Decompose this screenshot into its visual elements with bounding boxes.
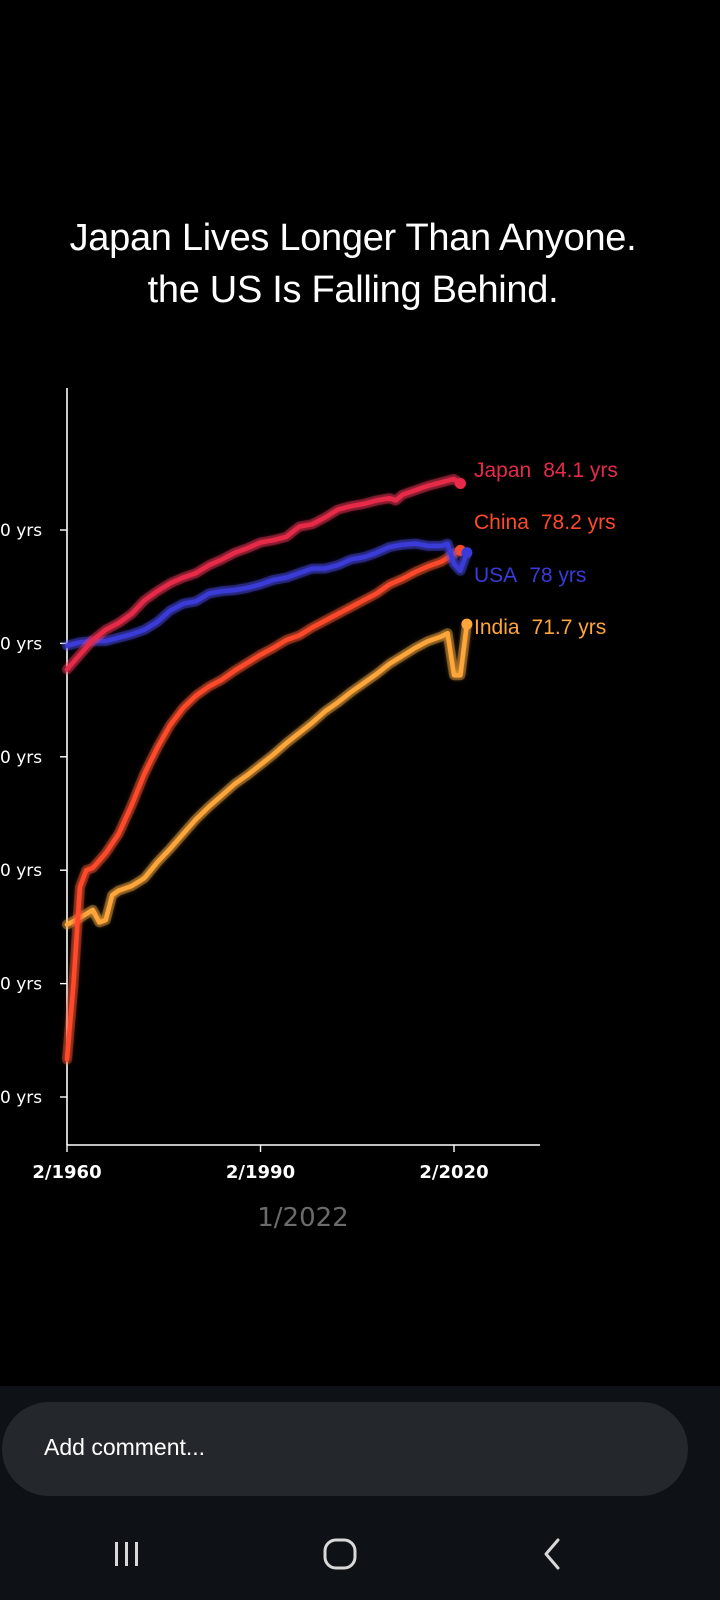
series-label-japan: Japan 84.1 yrs: [474, 459, 618, 482]
series-endpoint-usa: [461, 547, 473, 559]
y-tick-label: 0 yrs: [0, 634, 42, 654]
comment-placeholder: Add comment...: [44, 1434, 206, 1460]
x-tick-label: 2/1960: [32, 1162, 101, 1183]
series-name-usa: USA: [474, 564, 517, 587]
y-tick-label: 0 yrs: [0, 1088, 42, 1108]
back-icon[interactable]: [522, 1526, 582, 1586]
series-name-japan: Japan: [474, 459, 531, 482]
series-end-labels: Japan 84.1 yrs China 78.2 yrs USA 78 yrs India…: [474, 459, 618, 639]
series-label-usa: USA 78 yrs: [474, 564, 586, 587]
page-title: Japan Lives Longer Than Anyone. the US I…: [0, 212, 706, 316]
series-glow-usa: [62, 538, 472, 651]
series-endpoint-india: [461, 618, 473, 630]
recents-icon[interactable]: [98, 1526, 158, 1586]
series-name-china: China: [474, 511, 529, 534]
y-tick-label: 0 yrs: [0, 975, 42, 995]
series-line-china: [64, 548, 463, 1062]
series-endpoint-japan: [454, 478, 466, 490]
series-glow-india: [62, 619, 472, 930]
series-value-india: 71.7 yrs: [532, 616, 607, 639]
series-line-japan: [64, 476, 463, 672]
series-value-japan: 84.1 yrs: [543, 459, 618, 482]
series-line-india: [64, 621, 470, 927]
series-layer: [62, 474, 473, 1065]
title-line-1: Japan Lives Longer Than Anyone.: [69, 217, 637, 259]
y-tick-label: 0 yrs: [0, 521, 42, 541]
x-tick-label: 2/2020: [419, 1162, 488, 1183]
y-tick-label: 0 yrs: [0, 861, 42, 881]
series-value-usa: 78 yrs: [529, 564, 586, 587]
series-glow-china: [62, 545, 466, 1065]
y-tick-label: 0 yrs: [0, 748, 42, 768]
axes: 0 yrs 0 yrs 0 yrs 0 yrs 0 yrs 0 yrs 2/1960 2/19…: [0, 388, 540, 1183]
date-stamp: 1/2022: [257, 1203, 349, 1233]
series-line-usa: [64, 541, 470, 648]
home-icon[interactable]: [310, 1526, 370, 1586]
series-label-china: China 78.2 yrs: [474, 511, 616, 534]
series-value-china: 78.2 yrs: [541, 511, 616, 534]
x-tick-label: 2/1990: [226, 1162, 295, 1183]
life-expectancy-chart: 0 yrs 0 yrs 0 yrs 0 yrs 0 yrs 0 yrs 2/1960 2/19…: [0, 388, 618, 1183]
series-label-india: India 71.7 yrs: [474, 616, 606, 639]
series-name-india: India: [474, 616, 520, 639]
title-line-2: the US Is Falling Behind.: [147, 269, 559, 311]
comment-input[interactable]: Add comment...: [2, 1402, 688, 1496]
